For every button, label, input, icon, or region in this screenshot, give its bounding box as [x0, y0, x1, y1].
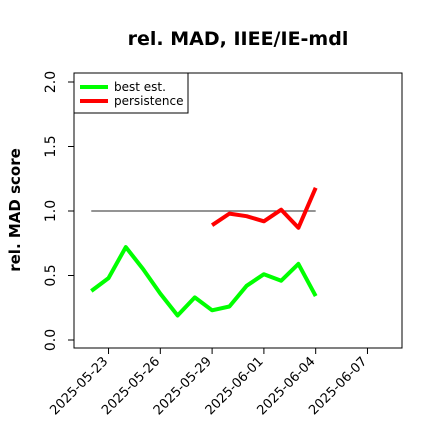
series-line-persistence [210, 187, 318, 230]
y-axis: 0.0 0.5 1.0 1.5 2.0 [43, 71, 74, 351]
y-tick-label-2: 1.0 [43, 200, 59, 222]
legend: best est. persistence [73, 72, 189, 114]
legend-label-persistence: persistence [114, 94, 183, 108]
y-tick-label-1: 0.5 [43, 264, 59, 286]
y-tick-label-3: 1.5 [43, 135, 59, 157]
chart-title: rel. MAD, IIEE/IE-mdl [128, 28, 349, 50]
y-tick-label-4: 2.0 [43, 71, 59, 93]
y-axis-label: rel. MAD score [6, 148, 24, 272]
x-axis: 2025-05-232025-05-262025-05-292025-06-01… [47, 348, 370, 418]
series-line-best-est [90, 245, 318, 318]
series-group [90, 187, 318, 318]
y-tick-label-0: 0.0 [43, 329, 59, 351]
legend-label-best-est: best est. [114, 80, 166, 94]
legend-box [73, 72, 189, 114]
